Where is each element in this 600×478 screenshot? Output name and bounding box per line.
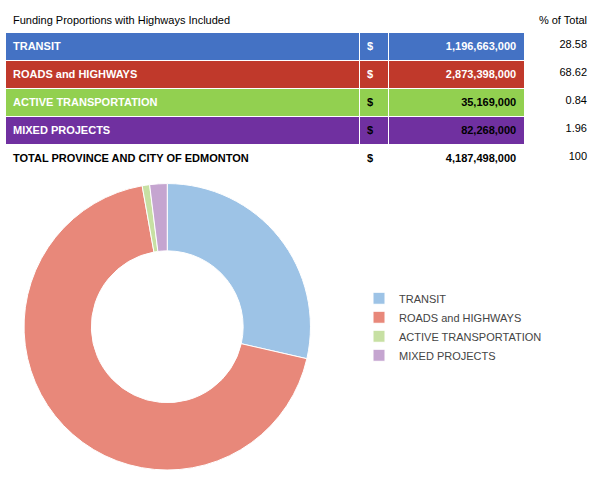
svg-text:TRANSIT: TRANSIT xyxy=(399,293,446,305)
svg-text:TOTAL PROVINCE AND CITY OF EDM: TOTAL PROVINCE AND CITY OF EDMONTON xyxy=(13,152,249,164)
svg-text:2,873,398,000: 2,873,398,000 xyxy=(446,68,516,80)
svg-text:ROADS and HIGHWAYS: ROADS and HIGHWAYS xyxy=(13,68,137,80)
svg-text:ROADS and HIGHWAYS: ROADS and HIGHWAYS xyxy=(399,312,521,324)
svg-text:1.96: 1.96 xyxy=(566,122,587,134)
svg-text:35,169,000: 35,169,000 xyxy=(461,96,516,108)
svg-text:$: $ xyxy=(367,68,373,80)
svg-text:68.62: 68.62 xyxy=(559,66,587,78)
svg-text:$: $ xyxy=(367,40,373,52)
svg-text:$: $ xyxy=(367,96,373,108)
svg-text:ACTIVE TRANSPORTATION: ACTIVE TRANSPORTATION xyxy=(399,331,541,343)
svg-text:TRANSIT: TRANSIT xyxy=(13,40,61,52)
svg-text:4,187,498,000: 4,187,498,000 xyxy=(446,152,516,164)
svg-text:82,268,000: 82,268,000 xyxy=(461,124,516,136)
svg-text:MIXED PROJECTS: MIXED PROJECTS xyxy=(399,350,496,362)
svg-text:MIXED PROJECTS: MIXED PROJECTS xyxy=(13,124,110,136)
svg-text:28.58: 28.58 xyxy=(559,38,587,50)
svg-text:$: $ xyxy=(367,152,373,164)
svg-text:% of Total: % of Total xyxy=(539,14,587,26)
svg-text:1,196,663,000: 1,196,663,000 xyxy=(446,40,516,52)
svg-text:$: $ xyxy=(367,124,373,136)
svg-text:Funding Proportions with Highw: Funding Proportions with Highways Includ… xyxy=(13,14,230,26)
svg-text:100: 100 xyxy=(569,150,587,162)
svg-text:ACTIVE TRANSPORTATION: ACTIVE TRANSPORTATION xyxy=(13,96,157,108)
svg-text:0.84: 0.84 xyxy=(566,94,587,106)
